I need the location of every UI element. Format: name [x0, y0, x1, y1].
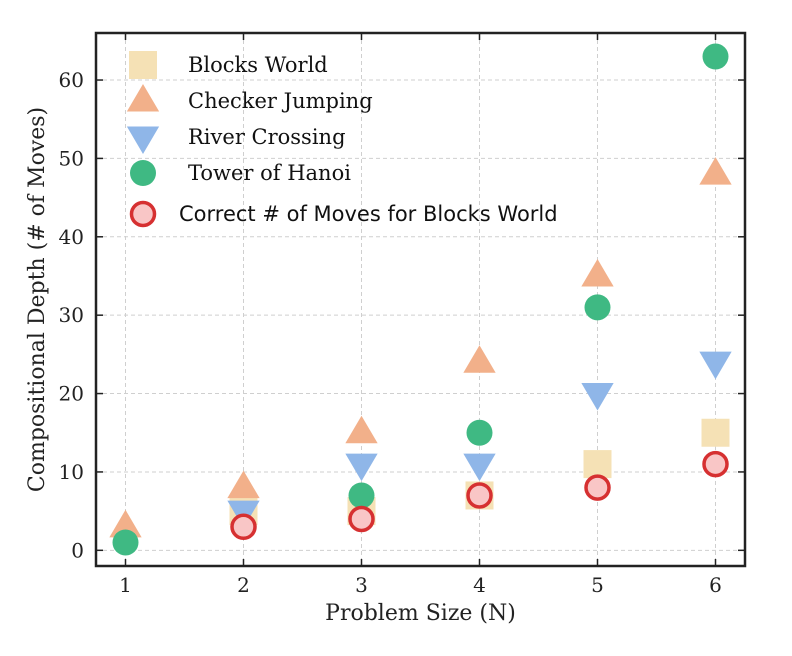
- y-tick-label: 40: [59, 225, 84, 249]
- legend-marker: [129, 51, 157, 79]
- y-tick-label: 30: [59, 303, 84, 327]
- data-point: [466, 419, 493, 446]
- legend-entry-1: Checker Jumping: [126, 84, 373, 113]
- legend-label: Blocks World: [188, 53, 328, 77]
- data-point: [581, 258, 614, 287]
- x-tick-label: 2: [237, 573, 250, 597]
- x-tick-label: 5: [591, 573, 604, 597]
- y-axis-label: Compositional Depth (# of Moves): [25, 107, 50, 492]
- legend-entry-3: Tower of Hanoi: [130, 160, 351, 186]
- data-point: [466, 482, 493, 509]
- legend-marker: [130, 160, 156, 186]
- legend-label: Checker Jumping: [188, 89, 373, 113]
- plot-frame: [94, 31, 747, 568]
- x-tick-label: 1: [119, 573, 132, 597]
- y-tick-label: 50: [59, 146, 84, 170]
- data-point: [348, 505, 375, 533]
- legend-marker: [126, 126, 160, 154]
- series-3: [112, 43, 729, 556]
- legend-label: Correct # of Moves for Blocks World: [179, 202, 558, 226]
- legend-entry-0: Blocks World: [129, 51, 328, 79]
- data-point: [702, 450, 729, 478]
- data-point: [463, 453, 496, 482]
- legend-label: River Crossing: [188, 125, 346, 149]
- legend-label: Tower of Hanoi: [188, 161, 351, 185]
- legend-marker: [129, 200, 157, 228]
- data-point: [227, 470, 260, 499]
- y-tick-label: 60: [59, 68, 84, 92]
- x-tick-label: 3: [355, 573, 368, 597]
- data-point: [463, 345, 496, 373]
- data-point: [584, 294, 611, 321]
- y-tick-label: 20: [59, 382, 84, 406]
- data-point: [230, 513, 257, 541]
- data-point: [699, 351, 732, 380]
- series-4: [230, 450, 729, 541]
- data-point: [581, 383, 614, 411]
- data-marks: [109, 43, 732, 556]
- data-point: [699, 157, 732, 185]
- legend-entry-2: River Crossing: [126, 125, 346, 154]
- data-point: [345, 415, 378, 444]
- data-point: [584, 474, 611, 501]
- data-point: [345, 453, 378, 482]
- data-point: [109, 509, 142, 538]
- data-point: [112, 529, 139, 556]
- series-2: [227, 351, 732, 529]
- x-tick-label: 6: [709, 573, 722, 597]
- legend: Blocks World Checker Jumping River Crossin…: [126, 51, 558, 228]
- legend-marker: [126, 84, 160, 112]
- data-point: [701, 418, 730, 447]
- legend-entry-4: Correct # of Moves for Blocks World: [129, 200, 558, 228]
- x-tick-label: 4: [473, 573, 486, 597]
- data-point: [702, 43, 729, 70]
- y-tick-label: 0: [71, 538, 84, 562]
- x-axis-label: Problem Size (N): [325, 601, 516, 626]
- y-tick-label: 10: [59, 460, 84, 484]
- series-1: [109, 157, 732, 538]
- data-point: [348, 482, 375, 509]
- data-point: [583, 450, 612, 479]
